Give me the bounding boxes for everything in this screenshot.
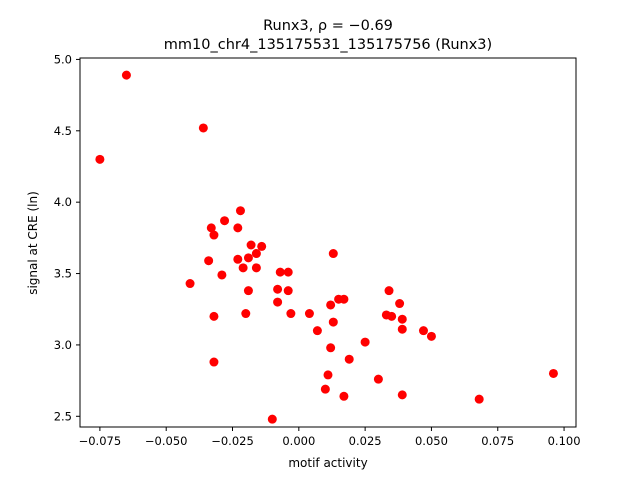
data-point-4 — [206, 223, 216, 233]
x-tick-label: 0.025 — [349, 434, 382, 448]
y-tick-label: 3.0 — [54, 338, 72, 352]
data-point-11 — [233, 254, 243, 264]
data-point-1 — [121, 70, 131, 80]
data-point-27 — [273, 297, 283, 307]
x-tick-label: 0.000 — [282, 434, 315, 448]
y-axis-ticks: 2.5 3.0 3.5 4.0 4.5 5.0 — [54, 52, 80, 423]
data-point-33 — [339, 294, 349, 304]
data-point-49 — [426, 331, 436, 341]
data-point-12 — [238, 263, 248, 273]
data-point-48 — [418, 326, 428, 336]
data-point-50 — [373, 374, 383, 384]
x-axis-ticks: −0.075 −0.050 −0.025 0.000 0.025 0.050 0.075 0.… — [79, 427, 581, 448]
data-point-44 — [387, 311, 397, 321]
x-tick-label: 0.100 — [548, 434, 581, 448]
data-point-25 — [273, 284, 283, 294]
data-point-16 — [257, 241, 267, 251]
data-point-22 — [267, 414, 277, 424]
data-point-47 — [397, 324, 407, 334]
data-point-7 — [220, 216, 230, 226]
data-point-28 — [286, 309, 296, 319]
data-point-53 — [548, 368, 558, 378]
data-point-2 — [198, 123, 208, 133]
data-point-26 — [283, 286, 293, 296]
data-point-21 — [209, 357, 219, 367]
data-point-17 — [251, 263, 261, 273]
data-point-46 — [397, 314, 407, 324]
data-point-15 — [251, 249, 261, 259]
x-tick-label: −0.075 — [79, 434, 122, 448]
y-tick-label: 5.0 — [54, 52, 72, 66]
data-point-8 — [217, 270, 227, 280]
x-tick-label: −0.025 — [211, 434, 254, 448]
x-axis-label: motif activity — [288, 456, 367, 470]
data-point-23 — [275, 267, 285, 277]
y-tick-label: 4.5 — [54, 124, 72, 138]
data-point-51 — [397, 390, 407, 400]
data-points — [95, 70, 558, 424]
data-point-29 — [304, 309, 314, 319]
x-tick-label: 0.075 — [481, 434, 514, 448]
chart-title: Runx3, ρ = −0.69 — [263, 18, 393, 34]
chart-subtitle: mm10_chr4_135175531_135175756 (Runx3) — [164, 37, 492, 53]
data-point-30 — [312, 326, 322, 336]
data-point-37 — [344, 354, 354, 364]
data-point-20 — [209, 311, 219, 321]
data-point-19 — [241, 309, 251, 319]
data-point-0 — [95, 154, 105, 164]
chart-title-block: Runx3, ρ = −0.69 mm10_chr4_135175531_135… — [164, 18, 492, 53]
data-point-6 — [204, 256, 214, 266]
y-tick-label: 3.5 — [54, 267, 72, 281]
data-point-13 — [243, 253, 253, 263]
x-tick-label: −0.050 — [145, 434, 188, 448]
y-tick-label: 4.0 — [54, 195, 72, 209]
data-point-18 — [243, 286, 253, 296]
data-point-36 — [326, 343, 336, 353]
data-point-35 — [328, 317, 338, 327]
data-point-10 — [233, 223, 243, 233]
x-tick-label: 0.050 — [415, 434, 448, 448]
data-point-41 — [360, 337, 370, 347]
data-point-39 — [320, 384, 330, 394]
data-point-24 — [283, 267, 293, 277]
data-point-38 — [323, 370, 333, 380]
data-point-42 — [384, 286, 394, 296]
data-point-34 — [326, 300, 336, 310]
data-point-31 — [328, 249, 338, 259]
data-point-14 — [246, 240, 256, 250]
data-point-52 — [474, 394, 484, 404]
y-tick-label: 2.5 — [54, 409, 72, 423]
plot-frame — [79, 57, 577, 428]
data-point-9 — [235, 206, 245, 216]
data-point-3 — [185, 279, 195, 289]
data-point-45 — [395, 299, 405, 309]
y-axis-label: signal at CRE (ln) — [26, 191, 40, 295]
data-point-40 — [339, 391, 349, 401]
data-point-5 — [209, 230, 219, 240]
